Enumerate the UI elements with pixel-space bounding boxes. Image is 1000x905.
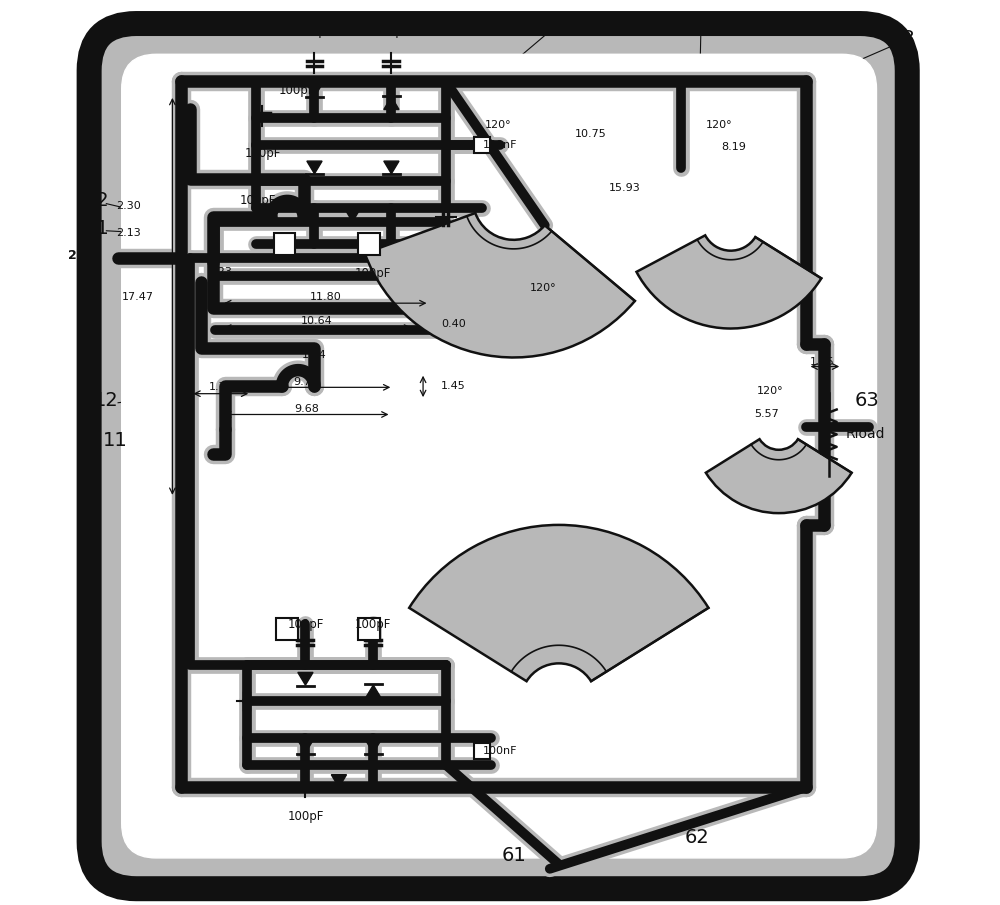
Polygon shape [298, 740, 313, 753]
Text: 7.23: 7.23 [207, 266, 232, 277]
Wedge shape [636, 235, 821, 329]
Polygon shape [366, 685, 381, 698]
Text: 100pF: 100pF [287, 810, 324, 823]
Bar [274, 233, 295, 255]
Text: 100pF: 100pF [355, 618, 391, 631]
Polygon shape [384, 97, 399, 110]
Polygon shape [345, 209, 360, 222]
Text: 9.68: 9.68 [294, 404, 319, 414]
Polygon shape [384, 161, 399, 174]
Text: 100pF: 100pF [239, 195, 276, 207]
Text: 8.19: 8.19 [721, 141, 746, 152]
FancyBboxPatch shape [122, 54, 876, 858]
Text: 61: 61 [501, 846, 526, 864]
Text: 62: 62 [685, 828, 710, 846]
Text: 11: 11 [103, 432, 128, 450]
Text: 53: 53 [890, 29, 915, 47]
Text: 100pF: 100pF [373, 25, 410, 38]
Text: 1.54: 1.54 [302, 349, 327, 360]
Text: 120°: 120° [485, 119, 512, 130]
Text: 100nF: 100nF [483, 139, 517, 150]
Text: 12: 12 [94, 391, 119, 409]
Text: 100pF: 100pF [278, 84, 315, 97]
Text: 120°: 120° [530, 282, 557, 293]
Text: 21: 21 [85, 219, 110, 237]
Text: 100pF: 100pF [296, 25, 333, 38]
Text: 10.75: 10.75 [575, 129, 606, 139]
Text: 51: 51 [546, 14, 571, 32]
Text: 1.85: 1.85 [810, 357, 835, 367]
Polygon shape [298, 672, 313, 685]
Text: 11.80: 11.80 [309, 291, 341, 302]
Text: 100nF: 100nF [483, 746, 517, 757]
Bar [358, 233, 380, 255]
Text: 2.30: 2.30 [117, 201, 141, 212]
Text: 10.64: 10.64 [301, 316, 333, 327]
Text: 0.42: 0.42 [214, 214, 239, 224]
Text: 2.24: 2.24 [68, 249, 99, 262]
Text: 1.45: 1.45 [441, 381, 466, 392]
Text: 9.70: 9.70 [293, 376, 318, 387]
Text: 5.57: 5.57 [755, 409, 779, 420]
Text: 1.74: 1.74 [209, 382, 234, 393]
Polygon shape [331, 775, 347, 787]
Wedge shape [706, 439, 852, 513]
Text: 100pF: 100pF [287, 618, 324, 631]
Text: 22: 22 [85, 192, 110, 210]
Text: 120°: 120° [756, 386, 783, 396]
Text: 2.13: 2.13 [117, 228, 141, 239]
Text: 17.47: 17.47 [122, 291, 154, 302]
FancyBboxPatch shape [89, 24, 907, 889]
Text: 0.40: 0.40 [441, 319, 466, 329]
Text: 100pF: 100pF [355, 267, 391, 280]
Polygon shape [366, 740, 381, 753]
Polygon shape [307, 84, 322, 97]
Text: 15.93: 15.93 [609, 183, 641, 194]
Bar [474, 743, 490, 759]
Text: 120°: 120° [706, 119, 732, 130]
Bar [474, 137, 490, 153]
Wedge shape [409, 525, 708, 681]
Text: Rload: Rload [846, 427, 885, 442]
Text: 63: 63 [854, 391, 879, 409]
Text: 100pF: 100pF [245, 148, 281, 160]
Polygon shape [307, 161, 322, 174]
Text: 52: 52 [696, 14, 721, 32]
Bar [358, 618, 380, 640]
Bar [276, 618, 298, 640]
Wedge shape [365, 213, 635, 357]
